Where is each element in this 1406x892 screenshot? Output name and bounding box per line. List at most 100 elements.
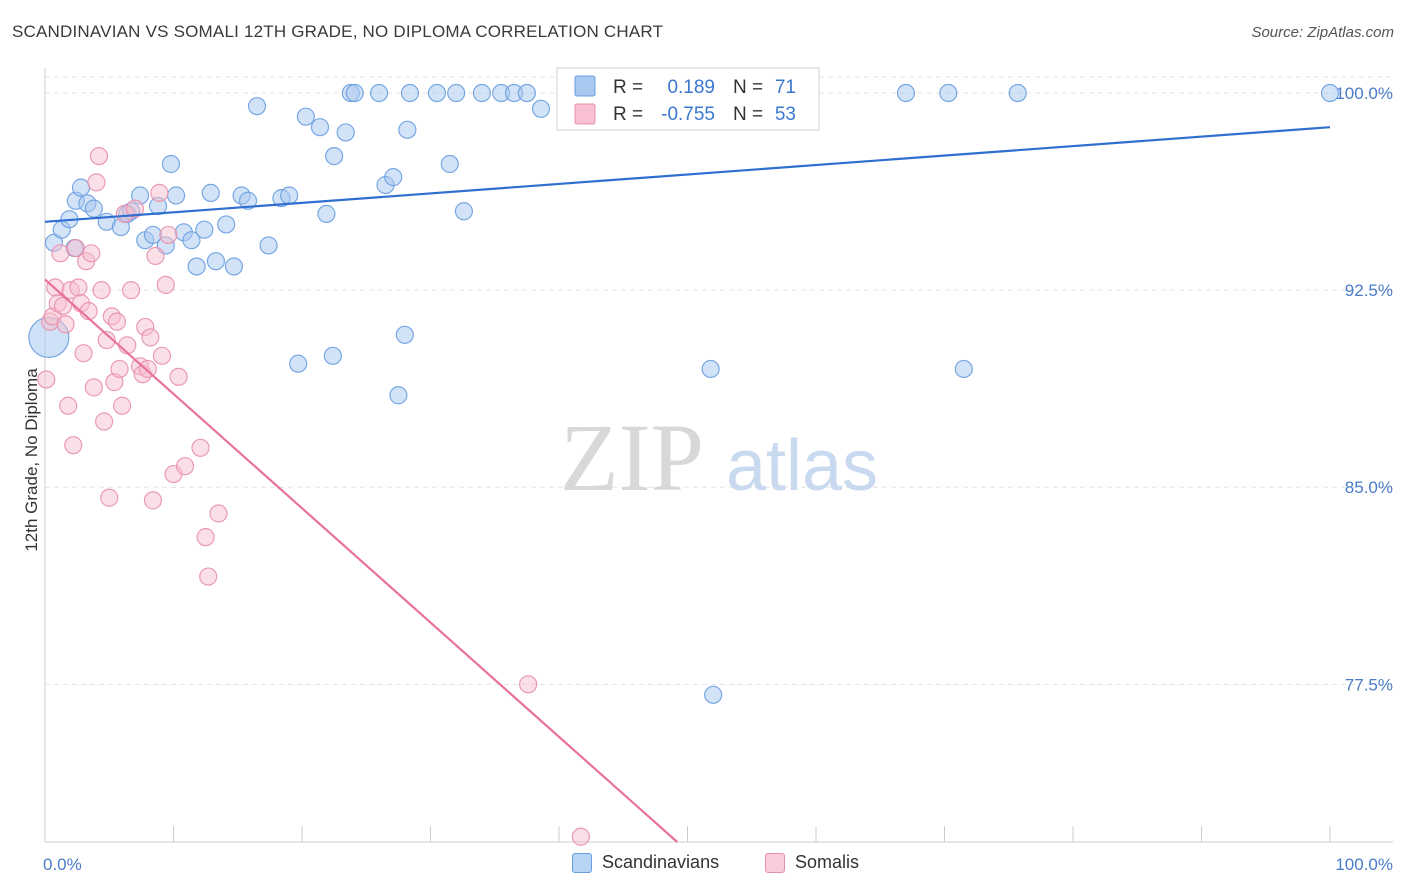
- legend-item-somalis[interactable]: Somalis: [765, 852, 859, 873]
- legend-swatch-scandinavians: [572, 852, 592, 873]
- scandinavian-point: [400, 83, 420, 103]
- scandinavian-point: [238, 191, 258, 210]
- somali-point: [51, 244, 70, 263]
- legend-frame: [556, 67, 820, 131]
- somali-point: [191, 438, 210, 457]
- watermark-zip: ZIP: [560, 404, 704, 511]
- scandinavian-point: [247, 97, 267, 116]
- scandinavian-point: [427, 83, 447, 103]
- somali-point: [141, 328, 160, 347]
- scandinavian-point: [531, 99, 551, 118]
- somali-point: [519, 675, 538, 694]
- somali-point: [37, 370, 56, 389]
- legend-r-value: -0.755: [661, 104, 715, 125]
- somali-point: [82, 244, 101, 263]
- x-tick-label: 100.0%: [1335, 855, 1393, 874]
- somali-point: [196, 528, 215, 547]
- scandinavian-point: [317, 204, 336, 224]
- legend-label-somalis: Somalis: [795, 852, 860, 872]
- somali-point: [69, 278, 88, 297]
- somali-point: [89, 146, 109, 166]
- x-tick-label: 0.0%: [43, 855, 82, 874]
- legend-n-value: 71: [775, 77, 796, 98]
- somali-point: [100, 488, 119, 507]
- scandinavian-point: [1008, 83, 1027, 103]
- scandinavian-point: [259, 236, 278, 255]
- somali-point: [209, 504, 228, 523]
- legend-swatch-somalis: [574, 103, 596, 125]
- scandinavian-point: [325, 146, 344, 166]
- bottom-legend: Scandinavians Somalis: [0, 852, 1406, 878]
- y-tick-label: 85.0%: [1345, 478, 1393, 497]
- somali-point: [64, 436, 83, 455]
- somali-point: [95, 412, 114, 431]
- scandinavian-point: [71, 178, 91, 197]
- scandinavian-point: [384, 168, 403, 187]
- somali-point: [53, 296, 73, 315]
- x-tick-labels: 0.0% 100.0%: [43, 855, 1393, 874]
- y-tick-label: 77.5%: [1345, 675, 1393, 694]
- somali-point: [199, 567, 218, 586]
- legend-n-value: 53: [775, 104, 796, 125]
- scandinavian-point: [224, 257, 243, 276]
- scandinavian-point: [398, 120, 417, 139]
- scandinavian-point: [195, 220, 214, 239]
- y-tick-label: 92.5%: [1345, 281, 1393, 300]
- scandinavian-point: [896, 83, 916, 103]
- scandinavian-point: [296, 107, 315, 126]
- legend-swatch-somalis: [765, 852, 785, 873]
- gridlines: [45, 76, 1393, 685]
- scandinavian-point: [217, 215, 236, 234]
- somali-point: [59, 396, 78, 415]
- somali-point: [56, 315, 75, 334]
- somali-point: [92, 281, 111, 300]
- somali-point: [146, 246, 165, 266]
- legend-box: R = 0.189 N = 71 R = -0.755 N = 53: [556, 67, 820, 131]
- scandinavian-point: [370, 83, 389, 103]
- scandinavian-point: [166, 186, 186, 205]
- somali-point: [121, 281, 141, 300]
- somali-point: [97, 330, 116, 350]
- scandinavian-point: [323, 346, 342, 365]
- watermark: ZIP atlas: [560, 404, 878, 511]
- somali-point: [118, 336, 137, 355]
- chart-title: SCANDINAVIAN VS SOMALI 12TH GRADE, NO DI…: [12, 22, 664, 41]
- scandinavian-point: [517, 83, 536, 103]
- scandinavian-point: [289, 354, 308, 373]
- somali-point: [175, 457, 195, 476]
- scandinavian-point: [447, 83, 466, 103]
- legend-n-label: N =: [733, 104, 763, 125]
- scandinavian-point: [704, 685, 723, 704]
- legend-label-scandinavians: Scandinavians: [602, 852, 720, 872]
- somali-point: [74, 344, 93, 363]
- scandinavian-point: [206, 252, 226, 271]
- somali-point: [152, 346, 172, 365]
- somali-point: [110, 359, 129, 379]
- scandinavian-point: [472, 83, 491, 103]
- scandinavian-point: [395, 325, 414, 344]
- legend-n-label: N =: [733, 77, 763, 98]
- scandinavian-point: [954, 359, 973, 379]
- somali-point: [571, 827, 590, 846]
- somali-point: [159, 225, 178, 245]
- somali-point: [125, 199, 145, 218]
- legend-item-scandinavians[interactable]: Scandinavians: [572, 852, 719, 873]
- scandinavian-point: [336, 123, 355, 142]
- somali-point: [169, 367, 188, 386]
- scandinavian-point: [84, 199, 103, 218]
- scandinavian-point: [161, 154, 181, 174]
- scandinavian-point: [389, 386, 408, 405]
- scandinavian-point: [454, 202, 474, 221]
- legend-r-label: R =: [613, 104, 643, 125]
- axes: [44, 68, 1393, 843]
- scandinavian-point: [187, 257, 206, 276]
- somali-point: [138, 359, 157, 379]
- scandinavian-point: [1320, 83, 1340, 103]
- somali-point: [107, 312, 127, 331]
- y-tick-labels: 77.5% 85.0% 92.5% 100.0%: [1335, 84, 1393, 694]
- source-label: Source: ZipAtlas.com: [1251, 24, 1394, 41]
- legend-r-value: 0.189: [667, 77, 715, 98]
- scandinavian-point: [310, 118, 330, 137]
- scandinavian-point: [280, 186, 299, 205]
- somali-trend-line: [44, 278, 678, 843]
